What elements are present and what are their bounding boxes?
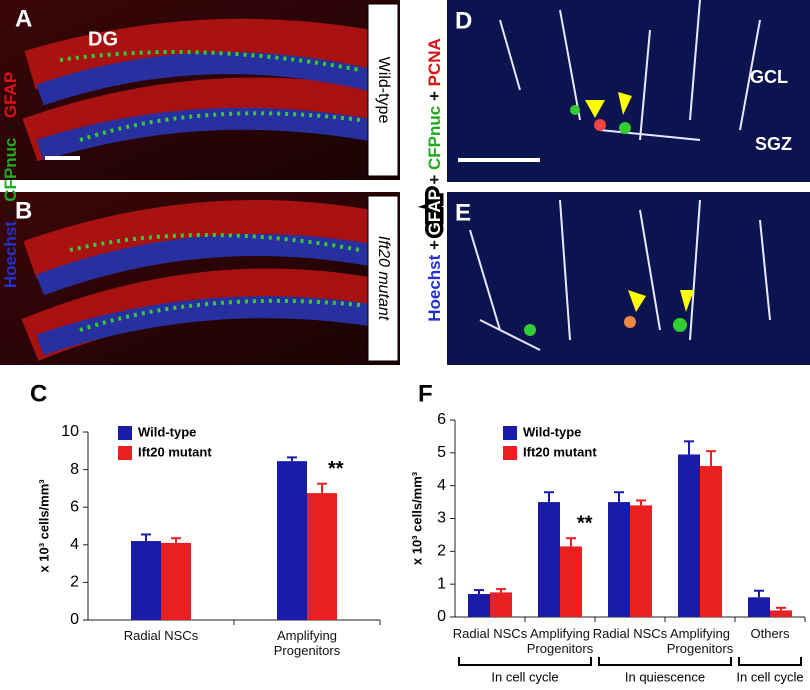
bar [131, 541, 161, 620]
stain-part: GFAP [1, 72, 20, 118]
stain-part: CFPnuc [425, 106, 444, 170]
bar [748, 597, 770, 617]
side-label: Wild-type [375, 57, 392, 124]
bar [490, 592, 512, 617]
stain-part: CFPnuc [1, 137, 20, 201]
x-tick-label: Amplifying Progenitors [273, 628, 341, 658]
bar [770, 610, 792, 617]
bar [538, 502, 560, 617]
stain-part: + [1, 202, 20, 221]
panel-letter: E [455, 199, 471, 226]
legend-swatch [118, 426, 132, 440]
x-tick-label: Amplifying Progenitors [526, 626, 594, 656]
micrograph-a [0, 0, 400, 180]
y-tick-label: 8 [70, 461, 79, 478]
micrograph-e [447, 192, 810, 365]
bar [307, 493, 337, 620]
group-bracket [458, 657, 592, 666]
significance: ** [577, 512, 593, 534]
bar [560, 546, 582, 617]
legend-swatch [503, 446, 517, 460]
y-tick-label: 3 [437, 510, 446, 527]
side-label: Ift20 mutant [375, 236, 392, 321]
x-tick-label: Radial NSCs [123, 628, 199, 643]
panel-letter: F [418, 380, 433, 407]
bar [468, 594, 490, 617]
y-tick-label: 0 [70, 611, 79, 628]
bar [161, 542, 191, 620]
y-axis-label: x 10³ cells/mm³ [409, 471, 424, 565]
group-label: In cell cycle [491, 669, 558, 684]
bar [700, 465, 722, 617]
x-tick-label: Radial NSCs [592, 626, 668, 641]
legend-swatch [118, 446, 132, 460]
legend-label: Ift20 mutant [523, 444, 597, 459]
y-axis-label: x 10³ cells/mm³ [36, 479, 51, 573]
y-tick-label: 0 [437, 608, 446, 625]
stain-part: + [1, 118, 20, 137]
y-tick-label: 2 [437, 543, 446, 560]
panel-letter: A [15, 5, 32, 32]
y-tick-label: 6 [70, 498, 79, 515]
legend-label: Ift20 mutant [138, 444, 212, 459]
group-bracket [598, 657, 732, 666]
region-label: DG [88, 28, 118, 50]
y-tick-label: 6 [437, 411, 446, 428]
legend-label: Wild-type [523, 424, 581, 439]
legend-swatch [503, 426, 517, 440]
y-tick-label: 1 [437, 575, 446, 592]
y-tick-label: 2 [70, 574, 79, 591]
stain-part: Hoechst [425, 254, 444, 321]
y-tick-label: 4 [70, 536, 79, 553]
stain-part: Hoechst [1, 221, 20, 288]
panel-letter: C [30, 380, 47, 407]
x-tick-label: Amplifying Progenitors [666, 626, 734, 656]
stain-part: + [425, 170, 444, 189]
bar [608, 502, 630, 617]
region-label: SGZ [755, 134, 792, 154]
panel-letter: D [455, 7, 472, 34]
significance: ** [328, 458, 344, 480]
group-label: In quiescence [625, 669, 705, 684]
panel-letter: B [15, 197, 32, 224]
stain-part: + [425, 235, 444, 254]
bar [678, 454, 700, 617]
micrograph-d [447, 0, 810, 182]
y-tick-label: 5 [437, 444, 446, 461]
group-bracket [738, 657, 802, 666]
group-label: In cell cycle [736, 669, 803, 684]
stain-label: Hoechst + CFPnuc + GFAP [1, 72, 20, 288]
stain-part: GFAP [425, 189, 444, 235]
x-tick-label: Radial NSCs [452, 626, 528, 641]
bar [630, 505, 652, 617]
y-tick-label: 4 [437, 477, 446, 494]
micrograph-b [0, 192, 400, 365]
bar [277, 461, 307, 620]
region-label: GCL [750, 67, 788, 87]
legend-label: Wild-type [138, 424, 196, 439]
stain-label: Hoechst + GFAP + CFPnuc + PCNA [425, 38, 444, 322]
x-tick-label: Others [750, 626, 790, 641]
y-tick-label: 10 [61, 423, 79, 440]
stain-part: + [425, 86, 444, 105]
stain-part: PCNA [425, 38, 444, 86]
